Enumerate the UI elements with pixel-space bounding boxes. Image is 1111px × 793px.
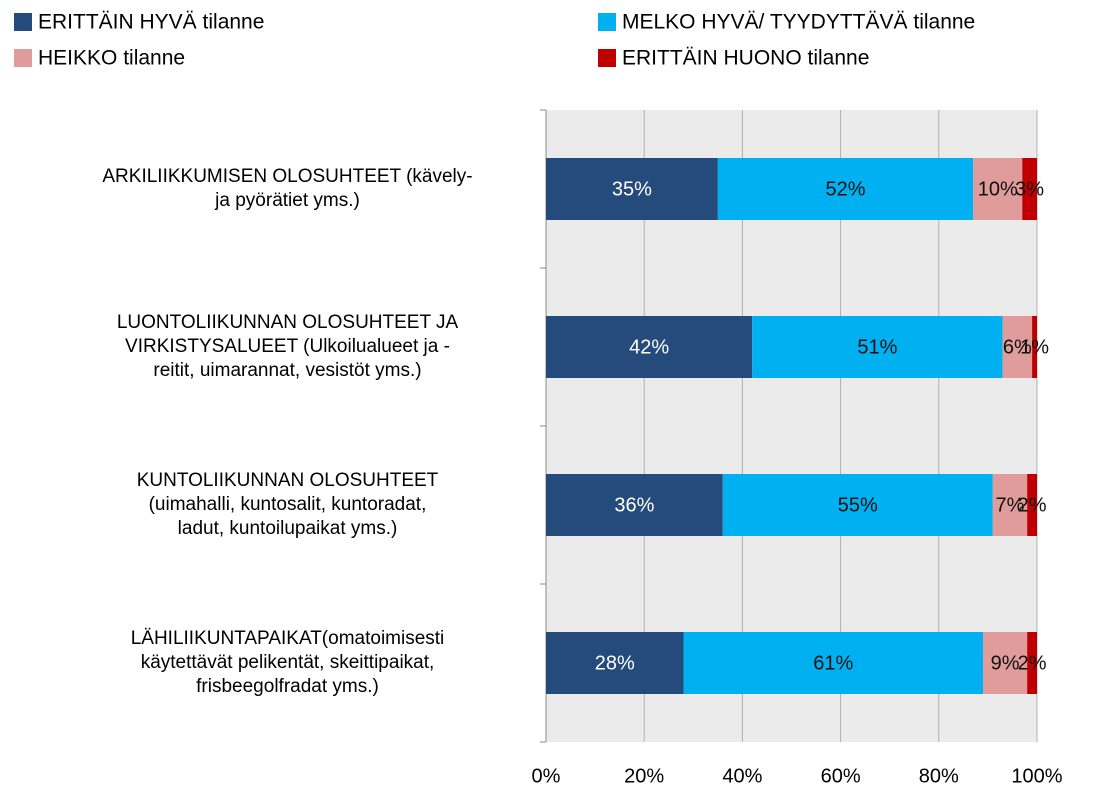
x-tick-label: 60% [821, 765, 861, 787]
bar-segment [973, 158, 1023, 220]
legend-label: ERITTÄIN HUONO tilanne [622, 47, 869, 70]
data-label: 52% [825, 178, 865, 200]
data-label: 7% [996, 494, 1025, 516]
x-tick-label: 0% [532, 765, 561, 787]
legend-label: ERITTÄIN HYVÄ tilanne [38, 11, 264, 34]
bar-segment [1027, 474, 1037, 536]
category-label: ARKILIIKKUMISEN OLOSUHTEET (kävely- ja p… [102, 166, 473, 211]
bar-segment [546, 632, 684, 694]
legend-swatch [14, 13, 32, 31]
bar-segment [1022, 158, 1037, 220]
data-label: 55% [838, 494, 878, 516]
x-tick-label: 80% [919, 765, 959, 787]
legend-label: HEIKKO tilanne [38, 47, 185, 70]
bar-segment [1032, 316, 1037, 378]
category-label: LUONTOLIIKUNNAN OLOSUHTEET JA VIRKISTYSA… [116, 312, 459, 381]
data-label: 2% [1018, 652, 1047, 674]
bar-segment [546, 316, 753, 378]
data-label: 2% [1018, 494, 1047, 516]
category-label: KUNTOLIIKUNNAN OLOSUHTEET (uimahalli, ku… [136, 470, 439, 539]
bar-segment [683, 632, 983, 694]
data-label: 1% [1020, 336, 1049, 358]
data-label: 36% [614, 494, 654, 516]
data-label: 3% [1015, 178, 1044, 200]
data-label: 10% [978, 178, 1018, 200]
data-label: 35% [612, 178, 652, 200]
x-tick-label: 20% [624, 765, 664, 787]
bar-segment [717, 158, 974, 220]
data-label: 61% [813, 652, 853, 674]
data-label: 6% [1003, 336, 1032, 358]
bar-segment [1027, 632, 1037, 694]
bar-segment [1002, 316, 1033, 378]
data-label: 42% [629, 336, 669, 358]
legend-swatch [598, 13, 616, 31]
legend-swatch [598, 49, 616, 67]
legend-swatch [14, 49, 32, 67]
bar-segment [982, 632, 1028, 694]
bar-segment [722, 474, 993, 536]
data-label: 28% [595, 652, 635, 674]
x-tick-label: 100% [1011, 765, 1062, 787]
x-tick-label: 40% [722, 765, 762, 787]
bar-segment [992, 474, 1028, 536]
bar-segment [546, 158, 718, 220]
bar-segment [546, 474, 723, 536]
category-label: LÄHILIIKUNTAPAIKAT(omatoimisesti käytett… [130, 628, 445, 697]
bar-segment [752, 316, 1003, 378]
data-label: 51% [857, 336, 897, 358]
data-label: 9% [991, 652, 1020, 674]
legend-label: MELKO HYVÄ/ TYYDYTTÄVÄ tilanne [622, 11, 975, 34]
